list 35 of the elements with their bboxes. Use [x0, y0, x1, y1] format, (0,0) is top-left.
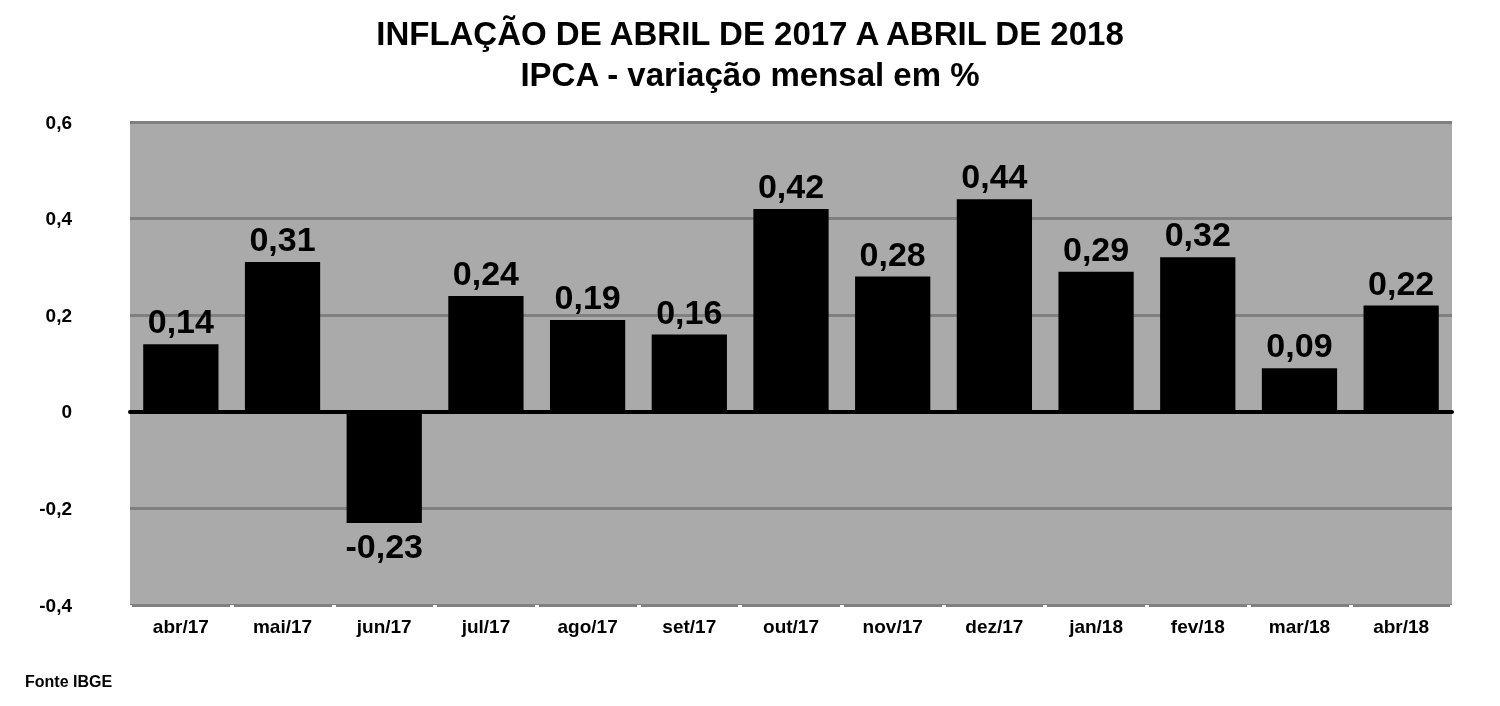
data-label: 0,16	[656, 292, 723, 331]
x-tick-label: out/17	[763, 616, 819, 637]
x-tick-label: abr/17	[152, 616, 209, 637]
x-tick-label: jul/17	[460, 616, 511, 637]
data-label: 0,24	[452, 253, 520, 292]
x-tick-label: jan/18	[1068, 616, 1124, 637]
data-label: 0,28	[859, 234, 926, 273]
x-tick-label: nov/17	[862, 616, 923, 637]
data-label: 0,22	[1368, 263, 1435, 302]
data-label: 0,09	[1266, 326, 1333, 365]
x-tick-label: set/17	[662, 616, 717, 637]
y-tick-label: 0,6	[45, 111, 72, 133]
x-tick-label: ago/17	[557, 616, 618, 637]
chart-subtitle: IPCA - variação mensal em %	[520, 56, 980, 93]
y-tick-label: -0,4	[39, 594, 73, 616]
data-label: 0,44	[961, 157, 1028, 196]
data-label: -0,23	[345, 526, 423, 565]
data-label: 0,14	[147, 302, 215, 341]
x-tick-label: dez/17	[965, 616, 1024, 637]
x-tick-label: mar/18	[1268, 616, 1331, 637]
data-label: 0,19	[554, 278, 621, 317]
data-label: 0,32	[1164, 215, 1231, 254]
chart-title: INFLAÇÃO DE ABRIL DE 2017 A ABRIL DE 2018	[376, 15, 1124, 52]
x-tick-label: fev/18	[1170, 616, 1225, 637]
data-label: 0,31	[249, 220, 316, 259]
y-tick-label: 0,2	[45, 304, 72, 326]
x-tick-label: abr/18	[1373, 616, 1430, 637]
data-label: 0,29	[1062, 229, 1130, 268]
y-tick-label: 0,4	[45, 208, 73, 230]
source-note: Fonte IBGE	[25, 672, 113, 690]
y-tick-label: 0	[61, 401, 72, 423]
x-tick-label: jun/17	[355, 616, 412, 637]
data-label: 0,42	[757, 166, 825, 205]
x-tick-label: mai/17	[252, 616, 313, 637]
y-tick-label: -0,2	[39, 497, 72, 519]
